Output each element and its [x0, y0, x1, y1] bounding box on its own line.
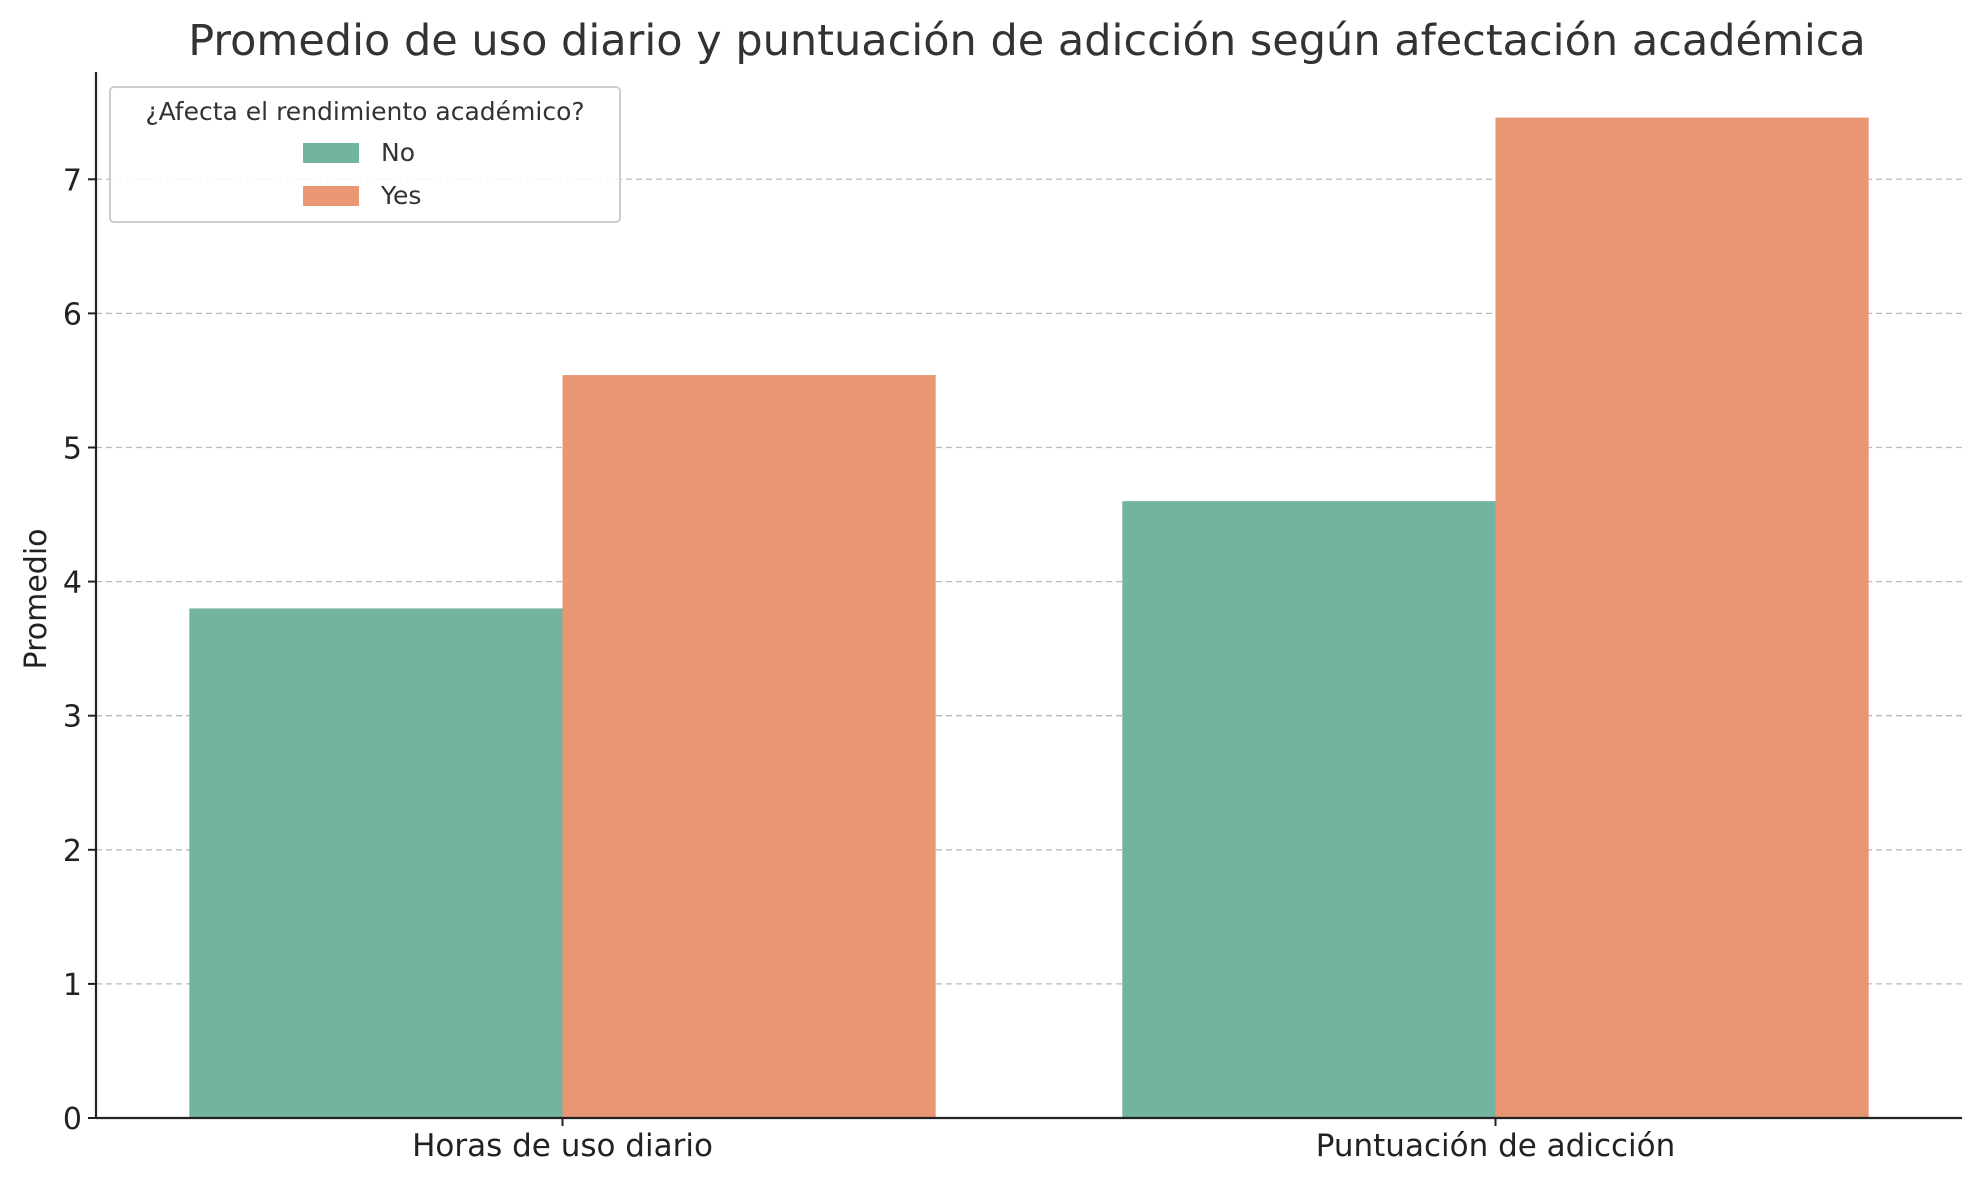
legend-entries: No Yes: [303, 138, 421, 210]
y-tick-label: 5: [63, 431, 82, 466]
x-tick-label: Puntuación de adicción: [1316, 1128, 1676, 1164]
y-tick-label: 7: [63, 163, 82, 198]
y-tick-label: 3: [63, 700, 82, 735]
y-axis-label: Promedio: [19, 528, 54, 669]
bar-yes-1: [562, 375, 936, 1119]
x-tick-label: Horas de uso diario: [412, 1128, 713, 1164]
y-tick-label: 4: [63, 566, 82, 601]
legend-swatch-yes: [303, 186, 359, 206]
legend: ¿Afecta el rendimiento académico? No Yes: [109, 86, 621, 223]
legend-label-yes: Yes: [380, 181, 421, 210]
y-tick-label: 2: [63, 834, 82, 869]
bar-no-1: [189, 608, 563, 1118]
axes: [94, 72, 1962, 1120]
legend-swatch-no: [303, 143, 359, 163]
x-ticks: Horas de uso diario Puntuación de adicció…: [412, 1118, 1675, 1164]
bar-no-2: [1122, 501, 1496, 1119]
y-tick-label: 1: [63, 968, 82, 1003]
legend-title: ¿Afecta el rendimiento académico?: [145, 97, 584, 126]
y-tick-label: 6: [63, 297, 82, 332]
chart-title: Promedio de uso diario y puntuación de a…: [188, 16, 1866, 66]
bars: [189, 117, 1869, 1119]
bar-yes-2: [1495, 117, 1869, 1119]
legend-label-no: No: [381, 138, 415, 167]
y-tick-label: 0: [63, 1102, 82, 1137]
y-ticks: 0 1 2 3 4 5 6 7: [63, 163, 96, 1137]
legend-box: [109, 86, 621, 223]
